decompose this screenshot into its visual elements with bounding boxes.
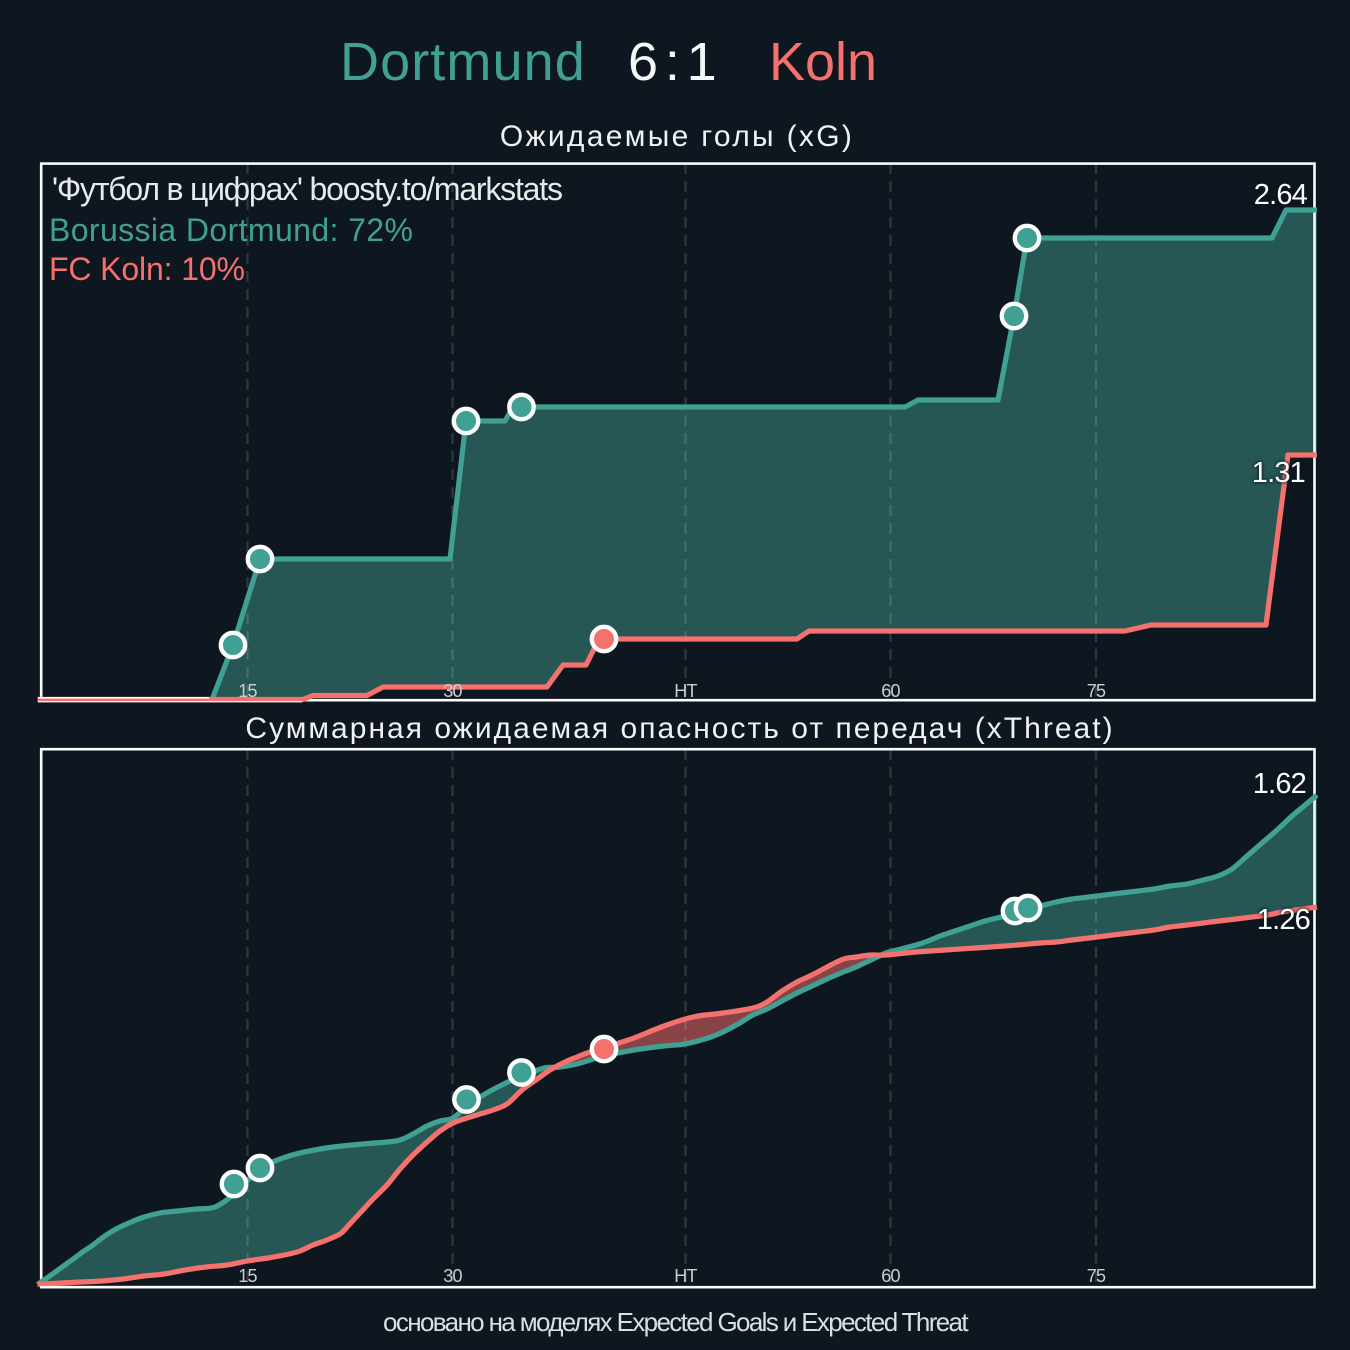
svg-text:30: 30 bbox=[443, 681, 462, 701]
svg-text:60: 60 bbox=[881, 1266, 900, 1286]
svg-text:15: 15 bbox=[238, 681, 257, 701]
svg-text:75: 75 bbox=[1087, 1266, 1106, 1286]
svg-text:75: 75 bbox=[1087, 681, 1106, 701]
svg-text:HT: HT bbox=[674, 1266, 697, 1286]
svg-text:15: 15 bbox=[238, 1266, 257, 1286]
svg-text:30: 30 bbox=[443, 1266, 462, 1286]
svg-text:HT: HT bbox=[674, 681, 697, 701]
svg-text:60: 60 bbox=[881, 681, 900, 701]
